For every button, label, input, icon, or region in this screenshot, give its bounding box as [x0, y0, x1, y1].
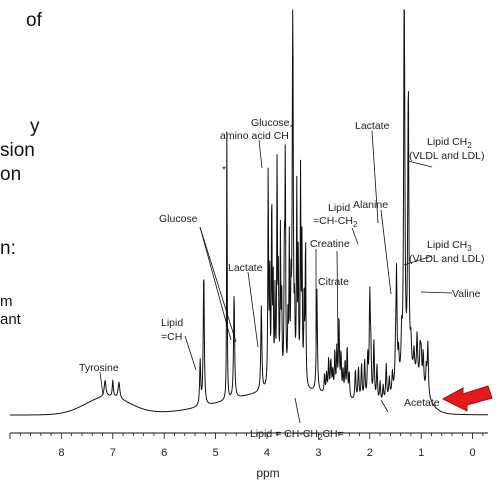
leader-lactate-a	[247, 271, 259, 348]
x-tick-label: 8	[58, 447, 64, 459]
x-tick-label: 7	[110, 447, 116, 459]
leader-lipid-bottom	[294, 397, 301, 424]
x-tick-label: 3	[315, 447, 321, 459]
lipid-ch2-subscript: 2	[467, 141, 472, 150]
lipid-chch2-text: =CH-CH	[313, 215, 353, 227]
leader-alanine	[380, 209, 392, 295]
lipid-bottom-subscript: 2	[318, 433, 323, 442]
lipid-bottom-text: Lipid = CH-CH	[250, 428, 318, 440]
annotation-glucose: Glucose	[159, 213, 198, 225]
x-tick-label: 1	[418, 447, 424, 459]
slide-fragment: on	[0, 164, 22, 185]
leader-tyrosine	[99, 371, 104, 396]
leader-lipid-ch2	[407, 160, 433, 168]
red-arrow-icon	[441, 385, 493, 412]
annotation-lactate-a: Lactate	[228, 262, 263, 274]
annotation-alanine: Alanine	[353, 199, 388, 211]
lipid-ch2-text: Lipid CH	[427, 136, 467, 148]
slide-fragment: sion	[0, 140, 35, 161]
annotation-lipid-chch2-line1: Lipid	[328, 202, 350, 214]
slide-fragment: m	[0, 293, 13, 310]
annotation-glucose-aa-line1: Glucose,	[251, 117, 292, 129]
leader-lipid-ch3	[403, 255, 433, 266]
lipid-ch3-text: Lipid CH	[427, 239, 467, 251]
lipid-bottom-text-end: CH=	[322, 428, 343, 440]
lipid-chch2-subscript: 2	[353, 220, 358, 229]
annotation-lipid-ch-line2: =CH	[161, 331, 182, 343]
leader-lipid-chch2	[351, 227, 359, 245]
leader-citrate	[336, 250, 339, 346]
annotation-lipid-ch2-line2: (VLDL and LDL)	[409, 150, 484, 162]
lipid-ch3-subscript: 3	[467, 244, 472, 253]
leader-lipid-ch	[184, 335, 197, 371]
leader-glucose-aa	[258, 139, 263, 169]
x-axis-tick-labels: 8 7 6 5 4 3 2 1 0	[58, 447, 475, 459]
slide-fragment: ant	[0, 311, 21, 328]
annotation-glucose-aa-line2: amino acid CH	[220, 130, 289, 142]
x-tick-label: 5	[213, 447, 219, 459]
x-tick-label: 2	[367, 447, 373, 459]
asterisk-marker: *	[222, 164, 226, 176]
leader-glucose-b	[199, 226, 237, 343]
annotation-lipid-ch3-line2: (VLDL and LDL)	[409, 253, 484, 265]
slide-fragment: n:	[0, 238, 16, 259]
annotation-leader-lines	[99, 130, 453, 424]
annotation-lipid-bottom: Lipid = CH-CH2CH=	[250, 428, 344, 442]
slide-fragment: of	[26, 10, 42, 31]
leader-lactate-b	[371, 130, 379, 224]
leader-glucose-a	[199, 226, 232, 341]
x-tick-label: 4	[264, 447, 270, 459]
annotation-acetate: Acetate	[404, 397, 440, 409]
annotation-lipid-ch2-line1: Lipid CH2	[427, 136, 472, 150]
annotation-lactate-b: Lactate	[355, 120, 390, 132]
annotation-lipid-ch-line1: Lipid	[161, 317, 183, 329]
annotation-valine: Valine	[452, 288, 481, 300]
x-axis-title: ppm	[256, 466, 279, 480]
slide-fragment: y	[30, 116, 40, 137]
annotation-tyrosine: Tyrosine	[79, 362, 119, 374]
x-axis-ticks	[9, 433, 484, 439]
annotation-lipid-ch3-line1: Lipid CH3	[427, 239, 472, 253]
leader-valine	[420, 291, 453, 294]
annotation-lipid-chch2-line2: =CH-CH2	[313, 215, 358, 229]
leader-acetate	[380, 399, 389, 413]
spectrum-trace	[9, 9, 489, 416]
annotation-citrate: Citrate	[318, 276, 349, 288]
x-tick-label: 6	[161, 447, 167, 459]
x-tick-label: 0	[470, 447, 476, 459]
annotation-creatine: Creatine	[310, 238, 350, 250]
